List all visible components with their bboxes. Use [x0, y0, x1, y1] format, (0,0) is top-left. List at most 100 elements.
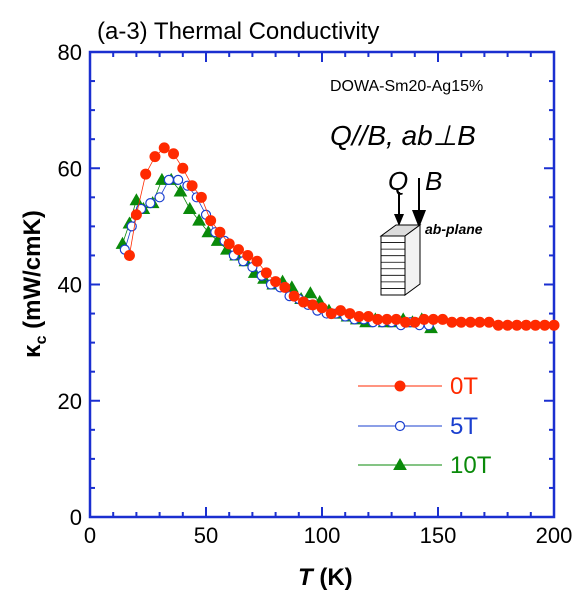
data-point: [192, 213, 206, 226]
data-point: [353, 310, 365, 322]
svg-text:T (K): T (K): [298, 564, 353, 591]
data-point: [279, 281, 291, 293]
data-point: [140, 168, 152, 180]
legend-item-5T: 5T: [358, 413, 478, 440]
legend-item-0T: 0T: [358, 373, 478, 400]
data-point: [511, 319, 523, 331]
legend-label: 10T: [450, 452, 492, 479]
data-point: [427, 313, 439, 325]
data-point: [400, 316, 412, 328]
data-point: [251, 255, 263, 267]
data-point: [232, 244, 244, 256]
data-point: [223, 238, 235, 250]
legend-marker: [394, 420, 406, 432]
data-point: [446, 316, 458, 328]
y-axis-symbol: κ: [19, 344, 46, 358]
series-0T: [123, 142, 560, 331]
y-axis-unit: (mW/cmK): [19, 210, 46, 335]
y-tick-label: 0: [70, 505, 82, 530]
x-axis-var: T: [298, 564, 315, 591]
x-axis-title: T (K): [298, 564, 353, 591]
x-tick-label: 200: [536, 523, 573, 548]
inset-plane-label: ab-plane: [425, 221, 483, 237]
data-point: [325, 308, 337, 320]
data-point: [418, 313, 430, 325]
data-point: [483, 316, 495, 328]
y-axis-sub: c: [33, 335, 50, 344]
x-tick-label: 50: [194, 523, 218, 548]
y-tick-label: 20: [58, 389, 82, 414]
data-point: [502, 319, 514, 331]
geometry-label: Q//B, ab⊥B: [330, 120, 476, 151]
x-tick-label: 0: [84, 523, 96, 548]
x-tick-label: 100: [304, 523, 341, 548]
data-point: [372, 313, 384, 325]
data-point: [173, 184, 188, 197]
y-tick-label: 80: [58, 40, 82, 65]
data-point: [123, 249, 135, 261]
data-point: [381, 313, 393, 325]
data-point: [173, 174, 184, 185]
data-point: [548, 319, 560, 331]
svg-text:κc (mW/cmK): κc (mW/cmK): [19, 210, 50, 358]
data-point: [335, 305, 347, 317]
chart-title: (a-3) Thermal Conductivity: [97, 18, 379, 45]
data-point: [260, 267, 272, 279]
data-point: [145, 198, 156, 209]
legend-marker: [394, 380, 406, 392]
y-axis-title: κc (mW/cmK): [19, 210, 50, 358]
inset-b-label: B: [425, 166, 442, 196]
plot-frame-border: [88, 50, 556, 519]
x-axis-unit: (K): [313, 564, 353, 591]
plot-area: [88, 50, 556, 519]
data-point: [474, 316, 486, 328]
data-point: [214, 226, 226, 238]
legend-label: 0T: [450, 373, 478, 400]
data-point: [205, 215, 217, 227]
data-point: [362, 310, 374, 322]
data-point: [149, 151, 161, 163]
data-point: [437, 313, 449, 325]
data-point: [182, 201, 197, 214]
legend: 0T 5T 10T: [358, 373, 492, 479]
data-point: [316, 302, 328, 314]
data-point: [390, 313, 402, 325]
data-point: [195, 191, 207, 203]
y-tick-label: 60: [58, 156, 82, 181]
data-point: [242, 249, 254, 261]
sample-label: DOWA-Sm20-Ag15%: [330, 78, 483, 95]
data-point: [297, 296, 309, 308]
data-point: [344, 308, 356, 320]
data-point: [455, 316, 467, 328]
data-point: [520, 319, 532, 331]
y-tick-label: 40: [58, 273, 82, 298]
data-point: [492, 319, 504, 331]
inset-b-arrow: [412, 178, 426, 228]
data-point: [529, 319, 541, 331]
legend-item-10T: 10T: [358, 452, 492, 479]
inset-diagram: Q B ab-plane: [379, 166, 483, 296]
axis-tick-labels: 0 50 100 150 200 0 20 40 60 80: [58, 40, 573, 548]
data-point: [177, 162, 189, 174]
data-point: [464, 316, 476, 328]
series-line: [129, 147, 554, 326]
data-point: [307, 299, 319, 311]
data-point: [409, 316, 421, 328]
legend-label: 5T: [450, 413, 478, 440]
data-point: [539, 319, 551, 331]
x-tick-label: 150: [420, 523, 457, 548]
data-point: [303, 286, 318, 299]
data-point: [130, 209, 142, 221]
legend-marker: [393, 457, 407, 470]
inset-q-arrow: [394, 192, 404, 226]
data-point: [270, 276, 282, 288]
sample-block-icon: [379, 224, 422, 296]
data-point: [186, 180, 198, 192]
axis-ticks: [89, 51, 555, 518]
inset-q-label: Q: [388, 166, 408, 196]
data-series: [115, 142, 560, 334]
data-point: [288, 290, 300, 302]
data-point: [168, 148, 180, 160]
data-point: [154, 192, 165, 203]
